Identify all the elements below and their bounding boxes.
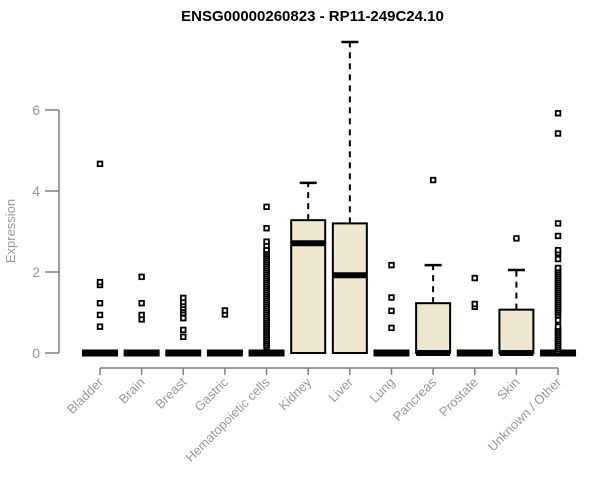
outlier-point: [388, 261, 395, 269]
outlier-point: [429, 176, 437, 184]
y-axis-title: Expression: [3, 199, 18, 263]
x-axis-category-label: Gastric: [191, 374, 231, 414]
chart-title: ENSG00000260823 - RP11-249C24.10: [181, 8, 444, 25]
outlier-point: [554, 264, 562, 272]
outlier-point: [96, 311, 104, 319]
box: [290, 219, 327, 354]
outlier-point: [180, 294, 187, 302]
outlier-point: [388, 324, 395, 332]
outlier-point: [388, 294, 395, 301]
y-axis-tick-label: 6: [32, 102, 40, 118]
outlier-point: [554, 220, 562, 227]
collapsed-box: [123, 349, 160, 357]
box: [498, 308, 535, 355]
outlier-point: [554, 323, 562, 330]
collapsed-box: [248, 349, 285, 357]
outlier-point: [221, 307, 229, 314]
outlier-point: [513, 235, 520, 242]
outlier-point: [96, 278, 104, 286]
outlier-point: [554, 130, 562, 137]
collapsed-box: [165, 349, 202, 357]
outlier-point: [180, 333, 187, 340]
y-axis-tick-label: 0: [32, 345, 40, 361]
outlier-point: [180, 326, 187, 334]
x-axis-category-label: Brain: [116, 375, 148, 407]
collapsed-box: [373, 349, 410, 357]
outlier-point: [554, 316, 562, 324]
x-axis-category-label: Skin: [494, 375, 522, 403]
collapsed-box: [456, 349, 493, 357]
outlier-point: [554, 255, 562, 263]
collapsed-box: [82, 349, 118, 357]
outlier-point: [554, 246, 562, 254]
outlier-point: [96, 299, 104, 307]
x-axis-category-label: Breast: [152, 374, 189, 411]
outlier-point: [96, 323, 104, 330]
outlier-point: [388, 307, 395, 315]
collapsed-box: [206, 349, 243, 357]
outlier-point: [138, 311, 145, 319]
outlier-point: [554, 232, 562, 240]
x-axis-category-label: Liver: [325, 374, 356, 405]
outlier-point: [263, 203, 270, 210]
outlier-point: [180, 314, 187, 322]
outlier-point: [471, 300, 478, 308]
x-axis-category-label: Prostate: [436, 375, 481, 420]
x-axis-category-label: Pancreas: [390, 374, 440, 424]
outlier-point: [554, 110, 562, 117]
box: [415, 302, 452, 354]
outlier-point: [138, 299, 145, 307]
outlier-point: [138, 273, 145, 281]
outlier-point: [263, 238, 270, 245]
x-axis-category-label: Unknown / Other: [485, 374, 565, 454]
y-axis-tick-label: 4: [32, 183, 40, 199]
x-axis-category-label: Kidney: [276, 374, 315, 413]
outlier-point: [96, 160, 104, 168]
y-axis-tick-label: 2: [32, 264, 40, 280]
x-axis-category-label: Lung: [367, 375, 398, 406]
x-axis-category-label: Bladder: [64, 374, 107, 417]
outlier-point: [471, 274, 478, 282]
outlier-point: [263, 225, 270, 232]
box: [331, 222, 368, 354]
